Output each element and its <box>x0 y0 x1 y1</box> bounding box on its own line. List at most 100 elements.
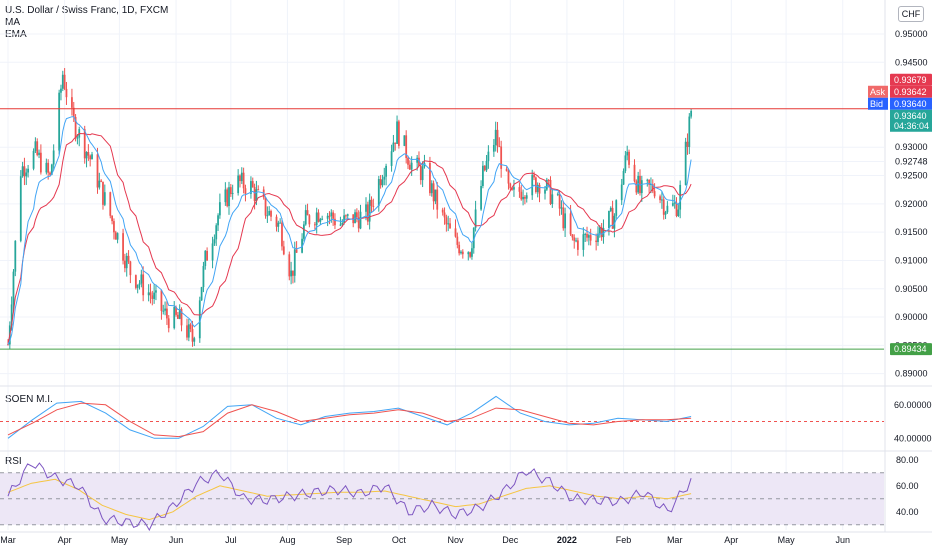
x-tick-label: Jun <box>835 535 850 545</box>
candle-body <box>281 222 283 247</box>
candle <box>675 197 678 218</box>
rsi-y-tick-label: 80.00 <box>896 455 919 465</box>
ema-legend-label[interactable]: EMA <box>5 29 27 40</box>
candle-body <box>653 191 656 197</box>
candle-body <box>549 180 552 205</box>
y-tick-label: 0.95000 <box>895 29 928 39</box>
currency-button[interactable]: CHF <box>898 6 924 22</box>
candle-body <box>624 155 627 171</box>
candle-body <box>598 227 601 234</box>
candle-body <box>103 192 106 205</box>
candle-body <box>166 308 168 319</box>
candle-body <box>293 249 296 276</box>
candle-body <box>202 266 205 288</box>
candle-body <box>403 135 406 146</box>
candle <box>458 241 461 256</box>
candle-body <box>471 248 473 257</box>
candle <box>308 214 311 228</box>
candle <box>379 174 382 189</box>
candle-body <box>611 207 614 229</box>
candle <box>622 168 625 185</box>
candle <box>63 68 66 91</box>
ask-tag: Ask 0.93642 <box>868 85 932 98</box>
y-tick-label: 0.89000 <box>895 369 928 379</box>
candle <box>38 149 40 159</box>
candle-body <box>368 199 371 222</box>
top-price-tag-text: 0.93679 <box>894 75 927 85</box>
candle-body <box>677 209 680 216</box>
candle <box>370 196 373 214</box>
candle-body <box>613 215 616 229</box>
candle <box>549 176 552 206</box>
candle <box>71 88 73 116</box>
candle <box>142 266 145 302</box>
candle <box>226 187 229 208</box>
candle <box>78 126 81 147</box>
ma-legend-label[interactable]: MA <box>5 17 20 28</box>
candle <box>372 198 375 212</box>
candle-body <box>116 233 119 240</box>
candle-body <box>385 165 387 177</box>
osc-y-tick-label: 40.00000 <box>894 433 932 443</box>
candle <box>275 214 278 232</box>
x-tick-label: Jul <box>225 535 237 545</box>
candle <box>218 193 221 219</box>
osc-panel-title[interactable]: SOEN M.I. <box>5 394 53 405</box>
candle <box>390 144 393 172</box>
candle <box>586 226 588 242</box>
candle-body <box>622 170 625 185</box>
rsi-y-tick-label: 40.00 <box>896 507 919 517</box>
candle <box>52 144 55 171</box>
candle <box>648 179 651 193</box>
candle-body <box>334 218 336 226</box>
x-tick-label: Jun <box>169 535 184 545</box>
candle <box>430 180 433 197</box>
candle <box>418 151 420 167</box>
candle-body <box>430 183 433 194</box>
candle <box>633 159 636 183</box>
candle <box>27 164 29 178</box>
candle <box>136 284 139 294</box>
rsi-panel-title[interactable]: RSI <box>5 456 22 467</box>
candle-body <box>436 189 439 210</box>
top-price-tag-bg <box>890 73 932 86</box>
candle <box>560 200 563 215</box>
candle-body <box>98 180 101 188</box>
candle-body <box>321 218 324 220</box>
candle-body <box>485 160 488 171</box>
candle <box>127 250 130 264</box>
candle <box>357 210 360 233</box>
candle <box>326 212 329 227</box>
candle-body <box>85 152 88 159</box>
candle <box>250 176 252 199</box>
candle-body <box>524 196 526 199</box>
candle-body <box>474 209 477 228</box>
candle <box>651 179 654 194</box>
candle <box>279 218 282 224</box>
candle <box>520 185 523 201</box>
candle <box>562 200 565 231</box>
symbol-title[interactable]: U.S. Dollar / Swiss Franc, 1D, FXCM <box>5 5 169 16</box>
candle <box>215 223 218 246</box>
candle-body <box>58 92 61 151</box>
candle-body <box>178 308 181 319</box>
candle-body <box>60 88 62 93</box>
x-tick-label: 2022 <box>557 535 577 545</box>
candle-body <box>487 151 490 161</box>
candle-body <box>679 184 682 210</box>
candle <box>321 215 324 221</box>
candle <box>153 284 156 304</box>
candle <box>368 193 371 230</box>
candle <box>646 178 649 187</box>
support-price-tag-text: 0.89434 <box>894 344 927 354</box>
candle-body <box>19 176 22 241</box>
candle-body <box>531 174 534 196</box>
x-tick-label: Sep <box>336 535 352 545</box>
osc-y-tick-label: 60.00000 <box>894 400 932 410</box>
candle <box>434 189 437 205</box>
candle-body <box>558 193 561 209</box>
candle-body <box>136 284 139 288</box>
y-tick-label: 0.92000 <box>895 199 928 209</box>
